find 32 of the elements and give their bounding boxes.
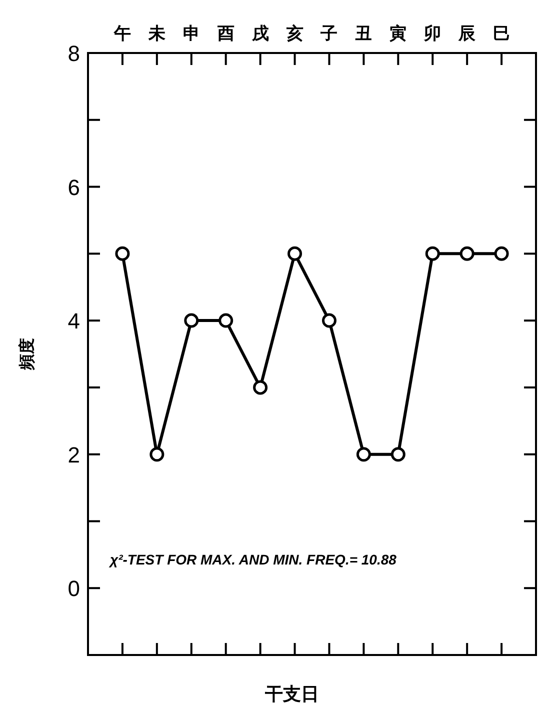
y-tick-label: 0	[68, 576, 80, 602]
point	[390, 447, 406, 462]
point	[115, 246, 130, 261]
x-tick-label: 未	[147, 24, 166, 43]
point	[184, 313, 199, 328]
point	[218, 313, 234, 328]
point	[322, 313, 336, 328]
x-tick-label: 卯	[423, 24, 442, 43]
annotation: χ²-TEST FOR MAX. AND MIN. FREQ.= 10.88	[108, 552, 397, 568]
x-tick-label: 午	[112, 24, 131, 43]
y-tick-label: 2	[68, 442, 80, 468]
x-tick-label: 辰	[458, 24, 477, 43]
point	[460, 246, 474, 261]
x-tick-label: 丑	[355, 24, 372, 43]
point	[494, 246, 509, 261]
x-tick-label: 巳	[493, 24, 510, 43]
x-tick-label: 酉	[216, 24, 234, 43]
y-tick-label: 6	[68, 174, 80, 200]
x-tick-label: 寅	[390, 24, 407, 43]
y-tick-label: 8	[68, 41, 80, 66]
y-axis-title: 頻度	[17, 338, 36, 371]
x-tick-label: 申	[182, 24, 200, 43]
point	[253, 380, 268, 395]
point	[150, 447, 164, 462]
x-tick-label: 戌	[250, 24, 269, 43]
point	[425, 246, 440, 261]
point	[288, 246, 302, 261]
x-axis-title: 干支日	[264, 684, 319, 704]
y-tick-label: 4	[68, 308, 80, 334]
point	[356, 447, 371, 462]
x-tick-label: 子	[320, 24, 338, 43]
x-tick-label: 亥	[285, 24, 304, 43]
